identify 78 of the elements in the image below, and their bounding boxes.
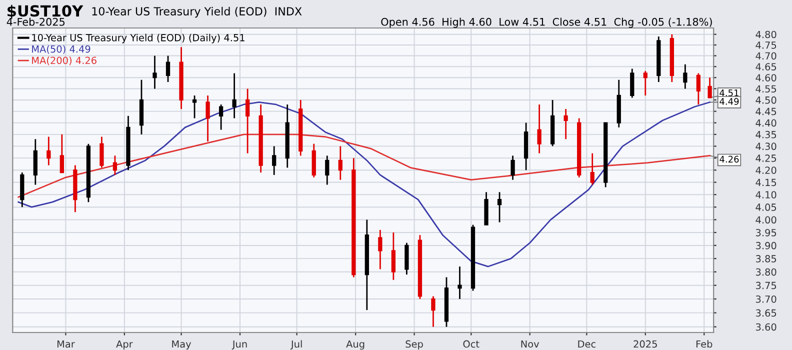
line-series — [18, 102, 710, 268]
y-tick-label: 4.60 — [756, 74, 776, 82]
candlestick — [643, 70, 648, 96]
y-tick-label: 3.80 — [756, 268, 776, 276]
candlestick — [152, 55, 157, 90]
candlestick — [458, 266, 462, 300]
candlestick — [60, 134, 64, 174]
y-tick-label: 4.45 — [756, 108, 776, 116]
y-tick-label: 3.85 — [756, 255, 776, 262]
candlestick — [696, 72, 701, 106]
line-series — [18, 134, 710, 198]
annotation: 4.49 — [720, 98, 739, 105]
legend-label: MA(200) 4.26 — [32, 56, 96, 66]
candlestick — [46, 136, 51, 166]
y-tick-label: 3.95 — [756, 228, 776, 236]
candlestick — [325, 154, 330, 186]
y-tick-label: 4.00 — [756, 216, 776, 224]
x-tick-label: Feb — [696, 340, 712, 348]
text: 4-Feb-2025 — [6, 18, 65, 26]
y-tick-label: 3.60 — [756, 323, 776, 331]
candlestick — [404, 242, 409, 276]
y-tick-label: 4.20 — [756, 166, 776, 174]
y-tick-label: 3.65 — [756, 309, 776, 317]
candlestick — [100, 136, 104, 168]
text: Open 4.56 High 4.60 Low 4.51 Close 4.51 Chg -0.05 (-1.18%) — [381, 18, 712, 28]
y-tick-label: 4.55 — [756, 85, 776, 93]
y-tick-label: 4.40 — [756, 119, 776, 127]
candlestick — [166, 55, 170, 83]
x-tick-label: Jun — [232, 340, 247, 350]
y-tick-label: 4.25 — [756, 154, 776, 162]
legend-label: 10-Year US Treasury Yield (EOD) (Daily) 4.51 — [32, 34, 244, 44]
candlestick — [232, 72, 236, 119]
x-tick-label: 2025 — [634, 340, 657, 348]
candlestick — [391, 232, 396, 281]
candlestick — [192, 94, 197, 119]
x-tick-label: Nov — [521, 340, 540, 348]
x-tick-label: Oct — [463, 340, 480, 348]
y-tick-label: 4.15 — [756, 178, 776, 186]
candlestick — [564, 108, 568, 140]
x-tick-label: Sep — [406, 340, 423, 350]
annotation: 4.26 — [720, 156, 739, 163]
candlestick — [431, 296, 436, 328]
x-tick-label: Mar — [57, 340, 75, 348]
y-tick-label: 4.70 — [756, 52, 776, 60]
y-tick-label: 4.80 — [756, 30, 776, 38]
y-tick-label: 4.05 — [756, 204, 776, 211]
y-tick-label: 3.70 — [756, 295, 776, 303]
candlestick — [338, 145, 342, 181]
y-tick-label: 4.35 — [756, 130, 776, 138]
candlestick — [708, 76, 712, 98]
y-tick-label: 3.90 — [756, 242, 776, 250]
candlestick — [683, 64, 688, 90]
candlestick — [630, 68, 634, 98]
candlestick — [497, 191, 502, 223]
candlestick — [510, 154, 515, 181]
candlestick — [272, 145, 276, 176]
x-tick-label: Aug — [346, 340, 364, 350]
chart-title: $UST10Y — [8, 4, 84, 19]
candlestick — [206, 94, 210, 142]
x-tick-label: Dec — [578, 340, 596, 348]
candlestick — [378, 229, 382, 270]
candlestick — [537, 104, 542, 154]
x-tick-label: May — [172, 340, 192, 350]
annotation: 4.51 — [720, 90, 738, 96]
candlestick — [246, 88, 250, 154]
y-tick-label: 4.75 — [756, 42, 776, 49]
candlestick — [112, 154, 118, 176]
candlestick — [218, 104, 224, 130]
y-tick-label: 4.10 — [756, 191, 776, 198]
y-tick-label: 4.30 — [756, 142, 776, 150]
chart-subtitle: 10-Year US Treasury Yield (EOD) INDX — [92, 6, 302, 18]
candlestick — [590, 152, 594, 186]
x-tick-label: Jul — [290, 340, 302, 350]
y-tick-label: 4.50 — [756, 96, 776, 104]
y-tick-label: 3.75 — [756, 282, 776, 290]
legend-label: MA(50) 4.49 — [32, 45, 90, 54]
x-tick-label: Apr — [116, 340, 133, 350]
y-tick-label: 4.65 — [756, 63, 776, 70]
